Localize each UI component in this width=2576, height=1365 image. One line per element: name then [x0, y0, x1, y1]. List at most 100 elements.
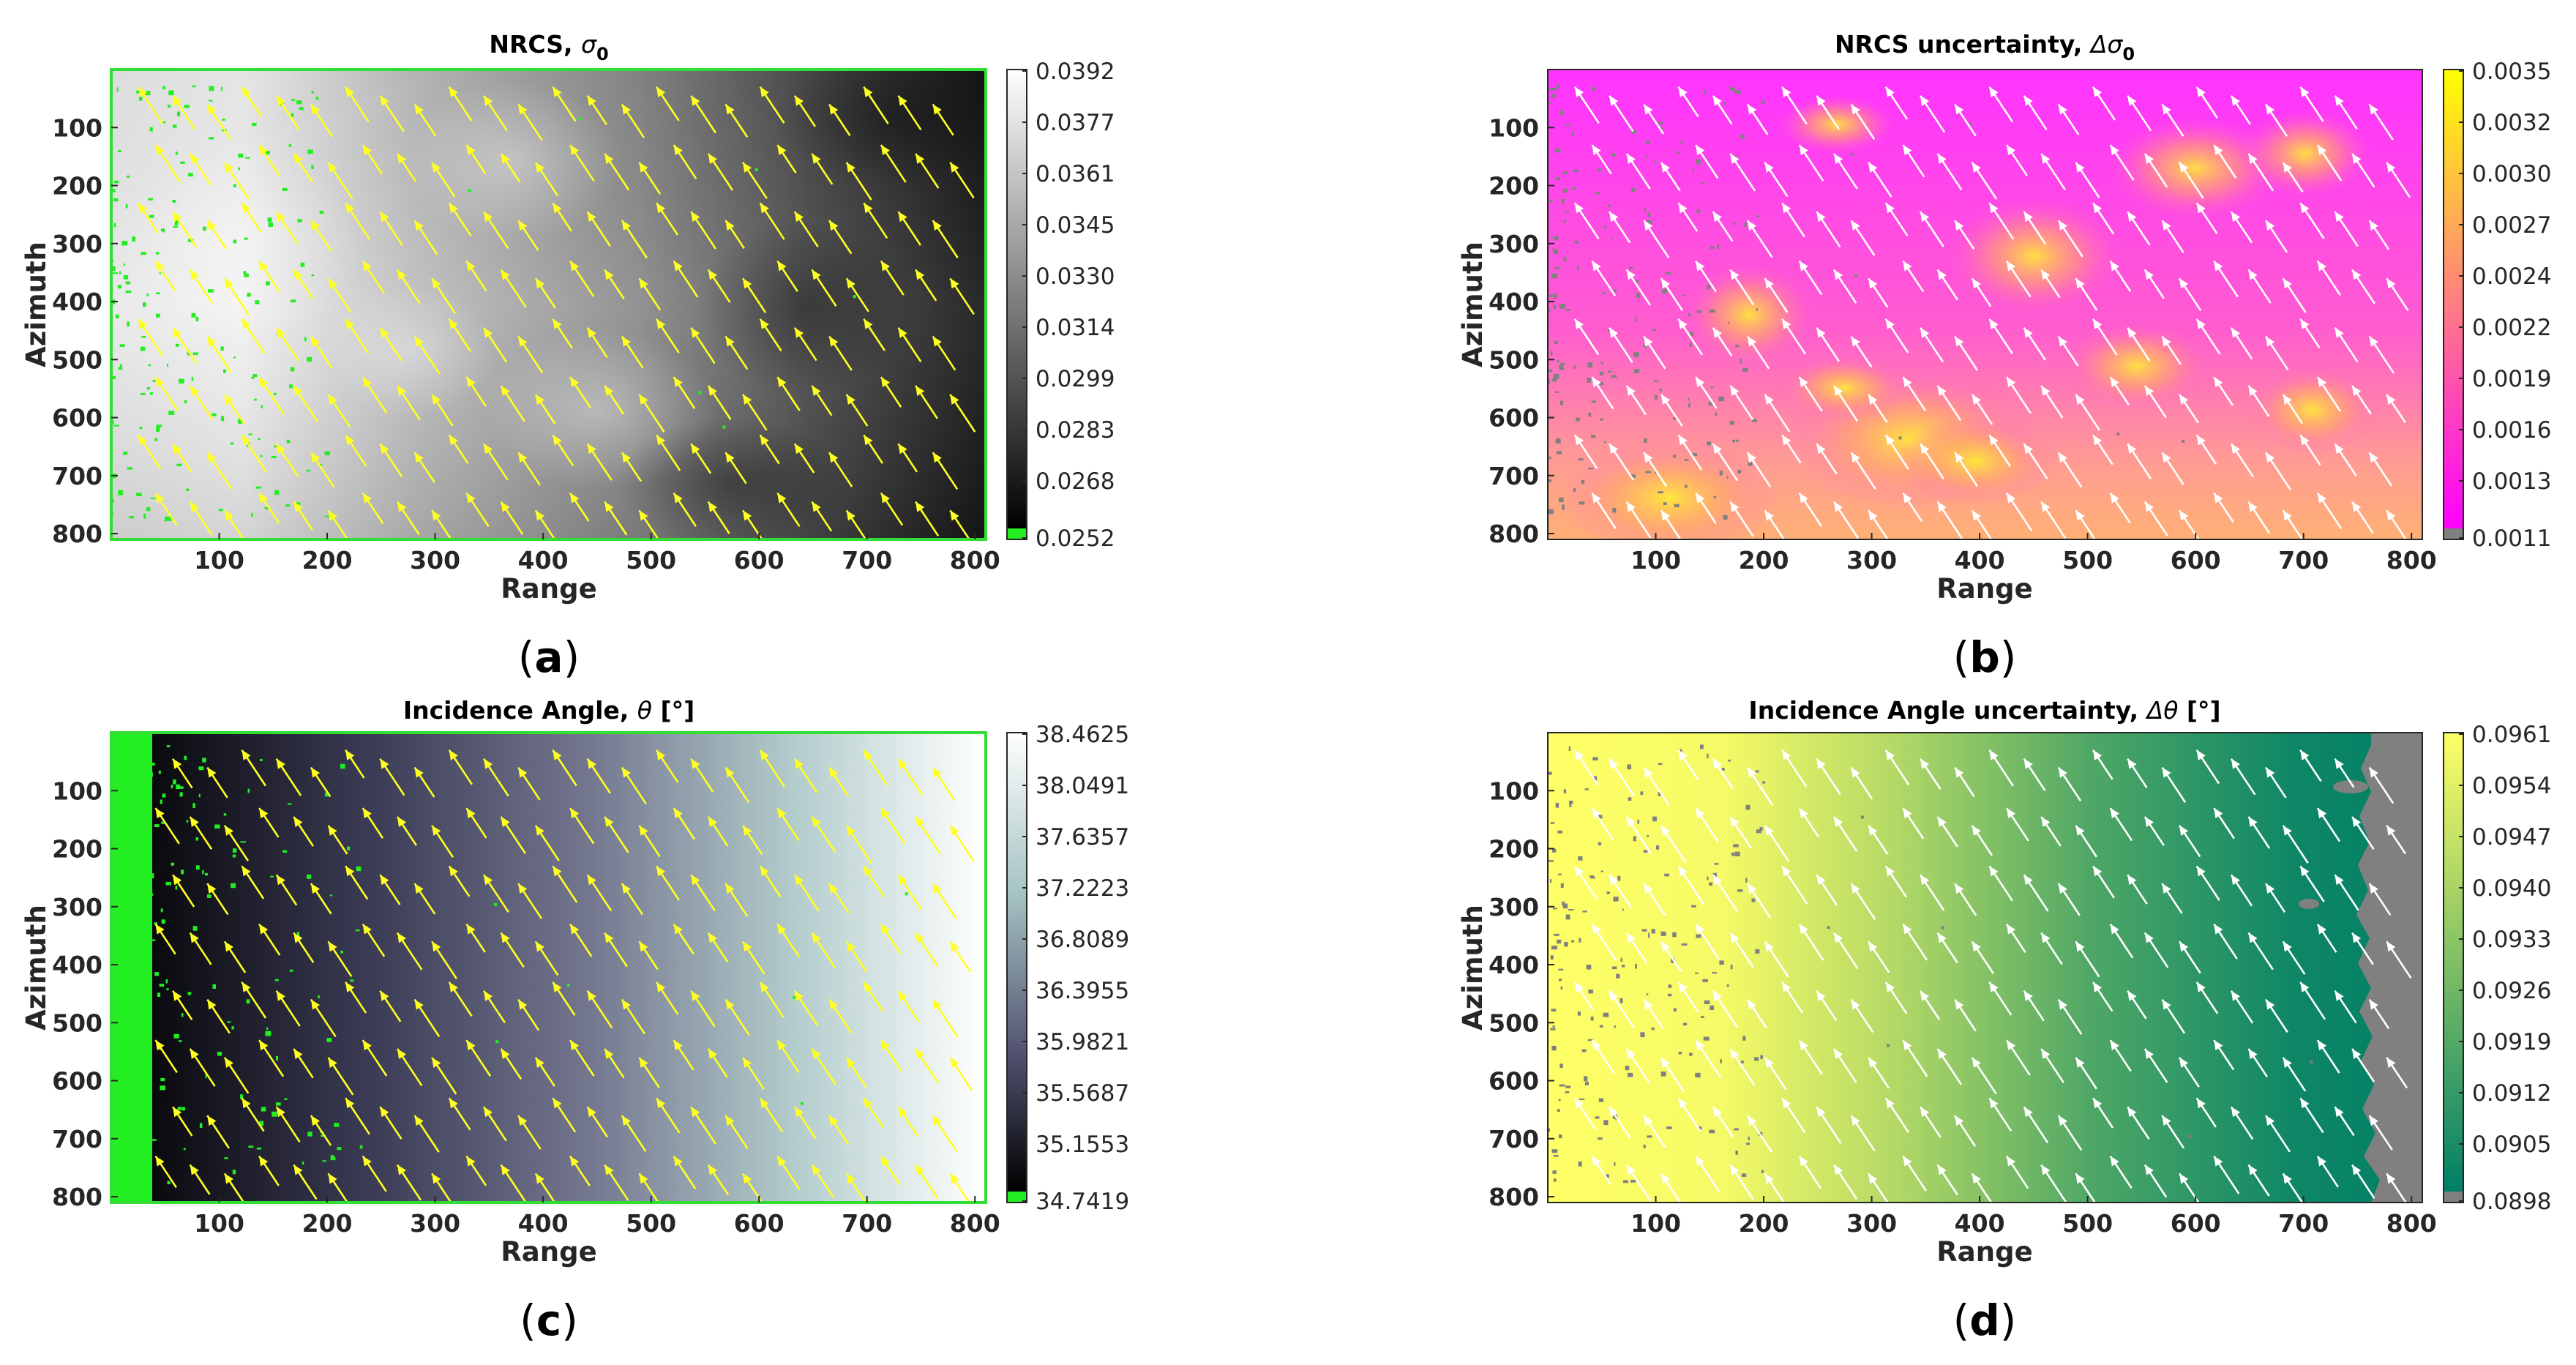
- wind-arrow: [1764, 1057, 1787, 1091]
- flag-pixel: [1701, 1016, 1704, 1018]
- wind-arrow: [759, 86, 785, 124]
- wind-arrow: [776, 260, 799, 293]
- wind-arrow: [379, 211, 403, 246]
- wind-arrow: [258, 144, 280, 176]
- wind-arrow: [2299, 202, 2325, 239]
- y-tick-label: 800: [52, 1183, 102, 1211]
- wind-arrow: [673, 260, 699, 298]
- wind-arrow: [1781, 865, 1808, 905]
- colorbar-tick-label: 35.5687: [1036, 1080, 1129, 1107]
- y-tick-label: 400: [52, 951, 102, 979]
- flag-pixel: [118, 149, 121, 153]
- wind-arrow: [2247, 385, 2270, 417]
- colorbar-tick-label: 0.0961: [2472, 722, 2551, 748]
- flag-pixel: [1691, 905, 1696, 908]
- flag-pixel: [186, 488, 190, 491]
- wind-arrow: [552, 749, 577, 787]
- wind-arrow: [586, 1106, 608, 1138]
- flag-pixel: [1640, 1032, 1645, 1038]
- flag-pixel: [1564, 941, 1568, 947]
- flag-pixel: [1591, 435, 1596, 438]
- y-tick-label: 800: [1489, 1183, 1539, 1211]
- wind-arrow: [1712, 94, 1733, 125]
- flag-pixel: [1630, 130, 1637, 134]
- wind-arrow: [2040, 153, 2066, 190]
- flag-pixel: [1554, 236, 1559, 241]
- flag-pixel: [1751, 419, 1758, 422]
- wind-arrow: [293, 1164, 318, 1200]
- flag-pixel: [240, 1094, 244, 1099]
- x-tick-label: 200: [302, 546, 353, 575]
- wind-arrow: [1746, 335, 1770, 370]
- wind-arrow: [2161, 335, 2182, 365]
- flag-pixel: [905, 892, 908, 896]
- wind-arrow: [448, 1097, 471, 1131]
- flag-pixel: [1591, 400, 1596, 403]
- wind-arrow: [845, 1057, 867, 1088]
- flag-pixel: [146, 293, 149, 296]
- wind-arrow: [1971, 940, 1995, 975]
- flag-pixel: [1559, 497, 1564, 502]
- wind-arrow: [2282, 1057, 2307, 1092]
- wind-arrow: [776, 376, 801, 411]
- flag-pixel: [1558, 1134, 1562, 1139]
- wind-arrow: [1729, 385, 1754, 420]
- wind-arrow: [2351, 816, 2375, 850]
- wind-arrow: [223, 825, 250, 861]
- flag-pixel: [1550, 879, 1552, 883]
- wind-arrow: [1764, 394, 1791, 433]
- wind-arrow: [379, 758, 405, 796]
- wind-arrow: [413, 1115, 440, 1153]
- wind-arrow: [310, 766, 332, 798]
- wind-arrow: [1884, 1097, 1909, 1133]
- flag-pixel: [240, 841, 247, 843]
- flag-pixel: [1578, 1161, 1582, 1167]
- wind-arrow: [1902, 923, 1928, 961]
- flag-pixel: [136, 90, 141, 94]
- wind-arrow: [2057, 998, 2083, 1035]
- wind-arrow: [1868, 940, 1890, 973]
- flag-pixel: [1558, 968, 1564, 971]
- flag-pixel: [1659, 127, 1663, 130]
- flag-pixel: [1557, 830, 1563, 834]
- flag-pixel: [181, 1013, 184, 1017]
- flag-pixel: [1620, 957, 1622, 962]
- wind-arrow: [534, 394, 556, 425]
- flag-pixel: [202, 870, 204, 875]
- wind-arrow: [241, 981, 267, 1019]
- wind-arrow: [2023, 443, 2048, 479]
- colorbar-tick-label: 0.0030: [2472, 161, 2551, 187]
- flag-pixel: [141, 252, 146, 255]
- wind-arrow: [517, 103, 543, 141]
- wind-arrow: [379, 94, 405, 132]
- flag-pixel: [195, 837, 199, 841]
- wind-arrow: [1677, 1097, 1701, 1132]
- wind-arrow: [1591, 144, 1612, 175]
- flag-pixel: [1613, 897, 1619, 902]
- wind-arrow: [2213, 1155, 2240, 1194]
- wind-arrow: [2247, 269, 2272, 304]
- flag-pixel: [1629, 266, 1633, 269]
- wind-arrow: [189, 1164, 211, 1195]
- flag-pixel: [248, 1145, 254, 1148]
- colorbar-tick-label: 38.0491: [1036, 773, 1129, 799]
- flag-pixel: [1733, 844, 1739, 848]
- wind-arrow: [845, 277, 869, 313]
- flag-pixel: [1568, 800, 1573, 804]
- flag-pixel: [1941, 926, 1944, 930]
- flag-pixel: [116, 314, 119, 319]
- wind-arrow: [2316, 492, 2343, 530]
- wind-arrow: [1936, 1164, 1958, 1196]
- flag-pixel: [217, 1052, 222, 1056]
- flag-pixel: [1673, 1008, 1677, 1012]
- wind-arrow: [897, 874, 922, 910]
- x-tick-label: 300: [1846, 1209, 1897, 1238]
- wind-arrow: [1868, 1057, 1890, 1089]
- flag-pixel: [1573, 365, 1576, 369]
- wind-arrow: [1868, 1173, 1889, 1203]
- flag-pixel: [722, 425, 726, 429]
- wind-arrow: [241, 749, 266, 787]
- colorbar-tick-label: 0.0011: [2472, 526, 2551, 552]
- wind-arrow: [206, 883, 229, 916]
- flag-pixel: [1568, 746, 1571, 752]
